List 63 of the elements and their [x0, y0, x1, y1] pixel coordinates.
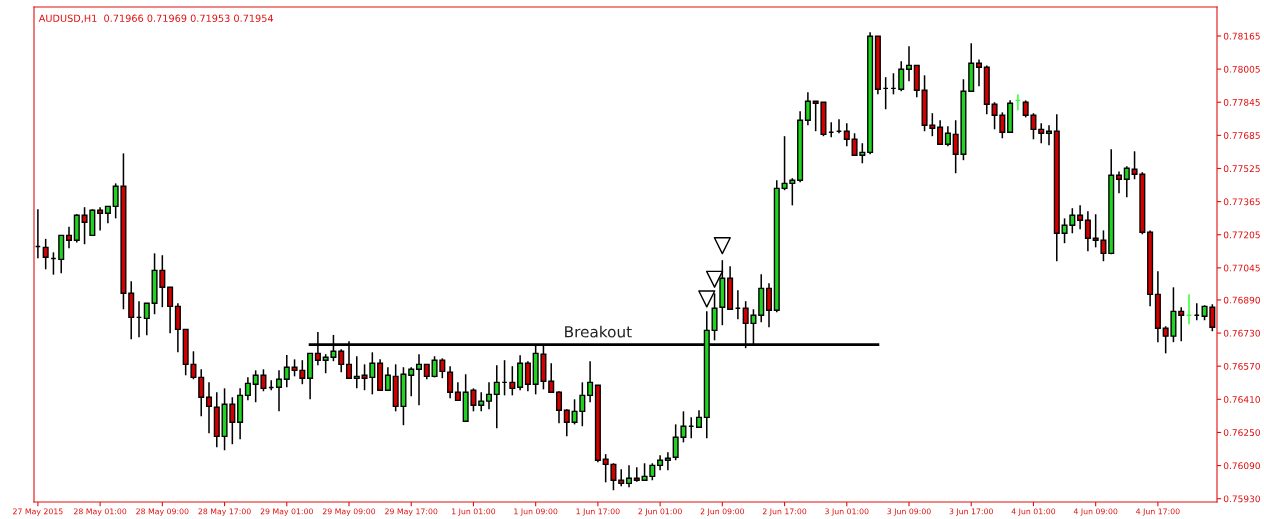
series-label: Breakout: [565, 325, 632, 338]
candlestick: [1045, 124, 1053, 147]
candlestick: [384, 366, 391, 391]
candlestick: [804, 91, 811, 126]
candlestick: [843, 122, 850, 148]
candlestick: [1038, 122, 1045, 144]
candlestick: [485, 381, 493, 411]
candlestick: [1077, 204, 1084, 231]
candlestick: [664, 451, 671, 472]
y-tick-label: 0.77685: [1223, 132, 1260, 139]
candlestick: [283, 354, 290, 389]
y-tick-label: 0.76730: [1223, 329, 1260, 337]
y-tick-label: 0.75930: [1223, 495, 1260, 503]
candlestick: [415, 353, 423, 407]
candlestick: [1084, 210, 1091, 253]
candlestick: [563, 408, 570, 438]
candlestick: [493, 364, 500, 430]
candlestick: [244, 376, 251, 402]
candlestick: [174, 302, 181, 354]
candlestick: [937, 119, 944, 146]
candlestick: [587, 360, 594, 403]
candlestick: [353, 355, 360, 390]
y-tick-label: 0.77845: [1223, 98, 1260, 106]
y-tick-label: 0.78165: [1223, 32, 1260, 40]
candlestick: [143, 302, 150, 337]
candlestick: [1123, 165, 1130, 199]
y-tick-label: 0.76570: [1223, 362, 1260, 370]
candlestick: [625, 464, 633, 489]
candlestick: [905, 45, 913, 83]
y-tick-label: 0.77525: [1223, 165, 1260, 173]
candlestick: [1178, 306, 1185, 343]
candlestick: [633, 466, 640, 483]
candlestick: [65, 225, 73, 249]
candlestick: [408, 366, 415, 397]
candlestick: [618, 468, 625, 488]
y-tick-label: 0.77045: [1223, 264, 1260, 272]
candlestick: [454, 381, 461, 402]
candlestick: [765, 282, 773, 329]
candlestick: [975, 58, 983, 88]
candlestick: [42, 238, 49, 271]
candlestick: [205, 381, 213, 435]
candlestick: [898, 60, 905, 93]
candlestick: [555, 390, 563, 425]
y-tick-label: 0.76410: [1223, 396, 1260, 403]
candlestick: [944, 125, 951, 148]
candlestick: [97, 206, 104, 232]
y-tick-label: 0.78005: [1223, 65, 1260, 73]
y-tick-label: 0.77365: [1223, 198, 1260, 206]
candlestick: [167, 286, 174, 335]
y-tick-label: 0.76890: [1223, 296, 1260, 304]
candlestick: [478, 391, 485, 413]
y-tick-label: 0.76090: [1223, 462, 1260, 470]
candlestick: [509, 365, 516, 397]
candlestick: [338, 348, 345, 373]
candlestick: [447, 365, 454, 400]
candlestick: [198, 368, 205, 418]
candlestick: [524, 360, 531, 393]
candlestick: [1115, 170, 1123, 195]
candlestick: [275, 369, 283, 413]
y-tick-label: 0.77205: [1223, 231, 1260, 239]
text: AUDUSD,H1 0.71966 0.71969 0.71953 0.71954: [38, 14, 274, 23]
y-tick-label: 0.76250: [1223, 429, 1260, 436]
candlestick: [548, 362, 555, 394]
